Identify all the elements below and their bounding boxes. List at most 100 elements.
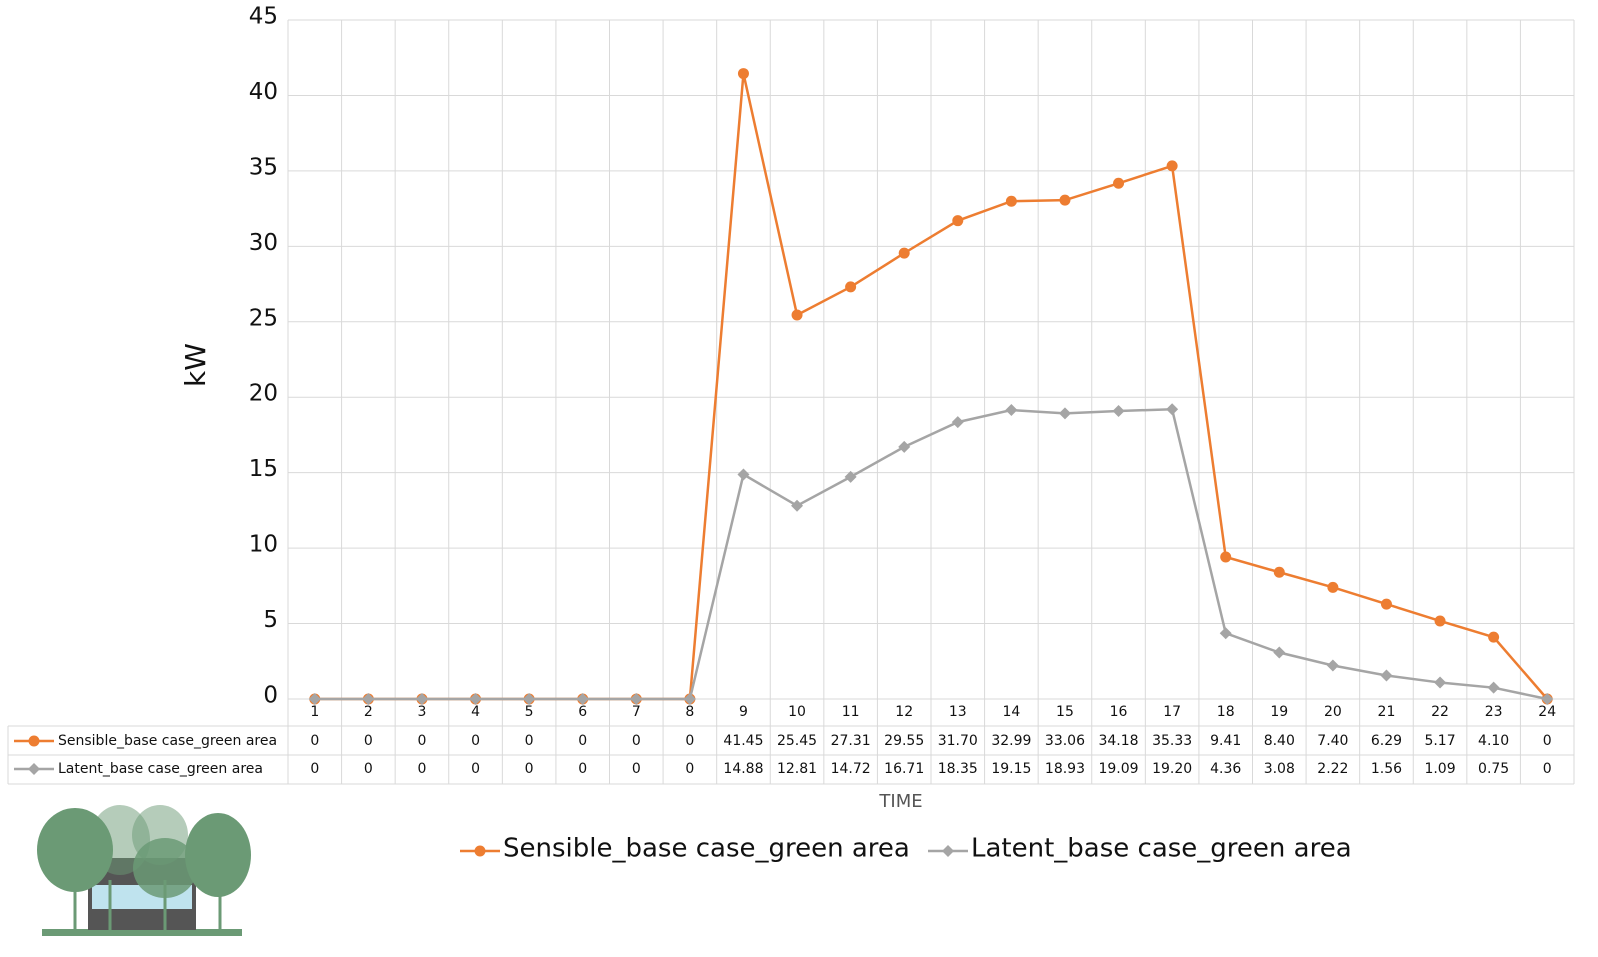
data-point bbox=[951, 416, 964, 429]
legend-marker bbox=[942, 845, 954, 857]
legend-label: Sensible_base case_green area bbox=[503, 834, 910, 864]
x-tick-label: 4 bbox=[471, 704, 480, 720]
legend-marker bbox=[474, 845, 486, 857]
table-cell: 19.09 bbox=[1098, 761, 1138, 777]
table-cell: 9.41 bbox=[1210, 733, 1241, 749]
table-cell: 3.08 bbox=[1264, 761, 1295, 777]
table-cell: 8.40 bbox=[1264, 733, 1295, 749]
data-point bbox=[845, 281, 857, 293]
table-cell: 0 bbox=[578, 733, 587, 749]
y-tick-label: 0 bbox=[263, 683, 278, 709]
x-tick-label: 22 bbox=[1431, 704, 1449, 720]
data-point bbox=[1220, 551, 1232, 563]
table-cell: 0 bbox=[417, 733, 426, 749]
data-point bbox=[1059, 194, 1071, 206]
data-point bbox=[523, 693, 536, 705]
table-cell: 35.33 bbox=[1152, 733, 1192, 749]
y-tick-label: 35 bbox=[249, 154, 278, 180]
x-tick-label: 16 bbox=[1110, 704, 1128, 720]
data-point bbox=[952, 215, 964, 227]
table-cell: 0 bbox=[685, 733, 694, 749]
table-cell: 25.45 bbox=[777, 733, 817, 749]
table-cell: 0 bbox=[471, 761, 480, 777]
data-point bbox=[1380, 598, 1392, 610]
data-point bbox=[1166, 403, 1179, 416]
data-point bbox=[1487, 681, 1500, 694]
legend-label: Latent_base case_green area bbox=[971, 834, 1352, 864]
table-cell: 0 bbox=[364, 761, 373, 777]
y-tick-label: 10 bbox=[249, 532, 278, 558]
y-tick-label: 45 bbox=[249, 4, 278, 30]
table-cell: 0 bbox=[632, 733, 641, 749]
data-point bbox=[1541, 693, 1554, 705]
data-point bbox=[1326, 659, 1339, 672]
table-cell: 27.31 bbox=[831, 733, 871, 749]
y-tick-label: 5 bbox=[263, 607, 278, 633]
data-point bbox=[1488, 631, 1500, 643]
table-cell: 0 bbox=[1543, 733, 1552, 749]
x-tick-label: 20 bbox=[1324, 704, 1342, 720]
table-cell: 1.56 bbox=[1371, 761, 1402, 777]
table-cell: 4.36 bbox=[1210, 761, 1241, 777]
table-cell: 41.45 bbox=[723, 733, 763, 749]
data-point bbox=[1113, 177, 1125, 189]
x-tick-label: 13 bbox=[949, 704, 967, 720]
data-point bbox=[415, 693, 428, 705]
x-tick-label: 19 bbox=[1270, 704, 1288, 720]
data-point bbox=[1434, 615, 1446, 627]
table-cell: 0.75 bbox=[1478, 761, 1509, 777]
data-point bbox=[791, 499, 804, 512]
table-cell: 2.22 bbox=[1317, 761, 1348, 777]
table-cell: 18.35 bbox=[938, 761, 978, 777]
table-cell: 5.17 bbox=[1424, 733, 1455, 749]
table-cell: 7.40 bbox=[1317, 733, 1348, 749]
table-cell: 0 bbox=[525, 733, 534, 749]
x-tick-label: 9 bbox=[739, 704, 748, 720]
data-point bbox=[469, 693, 482, 705]
table-cell: 0 bbox=[632, 761, 641, 777]
data-point bbox=[1273, 566, 1285, 578]
table-cell: 0 bbox=[471, 733, 480, 749]
table-legend-marker bbox=[28, 763, 40, 775]
table-cell: 0 bbox=[310, 761, 319, 777]
data-point bbox=[630, 693, 643, 705]
x-tick-label: 15 bbox=[1056, 704, 1074, 720]
data-point bbox=[1434, 676, 1447, 689]
table-cell: 6.29 bbox=[1371, 733, 1402, 749]
table-cell: 14.72 bbox=[831, 761, 871, 777]
table-cell: 0 bbox=[310, 733, 319, 749]
table-cell: 0 bbox=[364, 733, 373, 749]
data-point bbox=[898, 440, 911, 453]
data-point bbox=[683, 693, 696, 705]
table-cell: 0 bbox=[525, 761, 534, 777]
x-tick-label: 21 bbox=[1378, 704, 1396, 720]
x-tick-label: 24 bbox=[1538, 704, 1556, 720]
illustration bbox=[37, 805, 251, 936]
y-axis-label: kW bbox=[179, 343, 212, 387]
x-tick-label: 7 bbox=[632, 704, 641, 720]
y-tick-label: 25 bbox=[249, 305, 278, 331]
x-tick-label: 11 bbox=[842, 704, 860, 720]
table-row-label: Sensible_base case_green area bbox=[58, 733, 277, 749]
y-tick-label: 15 bbox=[249, 456, 278, 482]
x-tick-label: 17 bbox=[1163, 704, 1181, 720]
table-cell: 1.09 bbox=[1424, 761, 1455, 777]
table-cell: 14.88 bbox=[723, 761, 763, 777]
table-cell: 19.15 bbox=[991, 761, 1031, 777]
data-point bbox=[1058, 407, 1071, 420]
x-tick-label: 12 bbox=[895, 704, 913, 720]
series-line bbox=[314, 408, 1548, 701]
y-tick-label: 40 bbox=[249, 79, 278, 105]
table-cell: 31.70 bbox=[938, 733, 978, 749]
data-point bbox=[1380, 669, 1393, 682]
data-point bbox=[362, 693, 375, 705]
table-cell: 0 bbox=[1543, 761, 1552, 777]
y-tick-label: 30 bbox=[249, 230, 278, 256]
data-point bbox=[576, 693, 589, 705]
table-cell: 12.81 bbox=[777, 761, 817, 777]
table-cell: 19.20 bbox=[1152, 761, 1192, 777]
data-point bbox=[1219, 627, 1232, 640]
table-cell: 18.93 bbox=[1045, 761, 1085, 777]
x-tick-label: 6 bbox=[578, 704, 587, 720]
